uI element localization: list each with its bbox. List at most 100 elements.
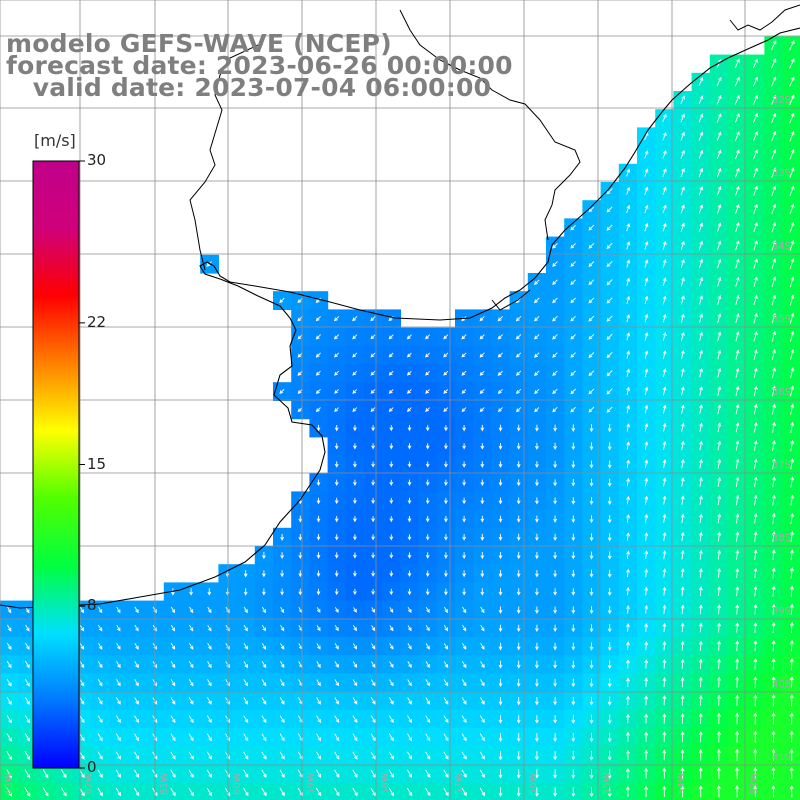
wind-arrow xyxy=(680,785,685,798)
wind-arrow xyxy=(644,222,649,232)
wind-arrow xyxy=(571,479,576,487)
wind-arrow xyxy=(680,549,685,560)
wind-arrow xyxy=(752,94,758,105)
wind-arrow xyxy=(425,606,430,614)
wind-arrow xyxy=(626,404,631,414)
wind-arrow xyxy=(170,733,176,742)
wind-arrow xyxy=(461,407,467,413)
wind-arrow xyxy=(698,749,703,761)
wind-arrow xyxy=(133,787,140,797)
latitude-label: 36S xyxy=(772,387,791,398)
wind-arrow xyxy=(680,440,685,451)
wind-arrow xyxy=(315,388,321,394)
colorbar-gradient xyxy=(32,160,80,769)
wind-arrow xyxy=(735,748,739,761)
longitude-label: 59W xyxy=(306,772,317,795)
wind-arrow xyxy=(680,694,685,706)
wind-arrow xyxy=(516,424,521,432)
wind-arrow xyxy=(243,588,248,596)
wind-arrow xyxy=(753,585,758,597)
wind-arrow xyxy=(771,567,776,579)
wind-arrow xyxy=(570,334,576,340)
wind-arrow xyxy=(98,624,103,632)
wind-arrow xyxy=(370,352,376,358)
wind-arrow xyxy=(316,424,321,432)
wind-arrow xyxy=(790,530,794,543)
wind-arrow xyxy=(316,679,321,687)
wind-arrow xyxy=(533,297,540,304)
wind-arrow xyxy=(425,370,430,376)
wind-arrow xyxy=(462,461,466,468)
wind-arrow xyxy=(553,442,557,450)
wind-arrow xyxy=(280,588,284,596)
wind-arrow xyxy=(334,643,339,650)
wind-arrow xyxy=(662,331,667,341)
wind-arrow xyxy=(389,625,394,632)
wind-arrow xyxy=(7,624,12,632)
wind-arrow xyxy=(333,316,340,322)
rio-de-la-plata-shore xyxy=(189,4,800,311)
wind-arrow xyxy=(316,661,321,669)
wind-arrow xyxy=(225,661,230,669)
wind-arrow xyxy=(79,660,85,669)
wind-arrow xyxy=(570,388,576,395)
wind-arrow xyxy=(771,112,777,124)
wind-arrow xyxy=(589,460,594,469)
wind-arrow xyxy=(535,515,539,523)
wind-arrow xyxy=(353,625,357,632)
wind-arrow xyxy=(79,769,85,779)
wind-arrow xyxy=(735,458,740,469)
wind-arrow xyxy=(662,277,667,287)
wind-arrow xyxy=(753,494,758,506)
wind-arrow xyxy=(552,243,558,249)
wind-arrow xyxy=(535,787,539,797)
wind-arrow xyxy=(626,223,631,232)
wind-arrow xyxy=(753,603,758,615)
wind-arrow xyxy=(644,368,649,378)
wind-arrow xyxy=(115,769,121,778)
wind-arrow xyxy=(479,787,485,797)
wind-arrow xyxy=(370,787,376,797)
wind-arrow xyxy=(389,425,394,432)
wind-arrow xyxy=(644,604,649,614)
wind-arrow xyxy=(771,94,777,105)
wind-arrow xyxy=(188,751,194,760)
wind-arrow xyxy=(6,787,13,797)
wind-arrow xyxy=(662,749,667,761)
wind-arrow xyxy=(626,532,631,541)
wind-arrow xyxy=(589,442,594,451)
wind-arrow xyxy=(589,624,594,633)
wind-arrow xyxy=(134,661,139,669)
wind-arrow xyxy=(188,787,194,797)
wind-arrow xyxy=(461,661,467,669)
wind-arrow xyxy=(789,203,795,215)
wind-arrow xyxy=(717,640,722,651)
wind-arrow xyxy=(734,167,740,178)
wind-arrow xyxy=(644,659,649,669)
wind-arrow xyxy=(116,679,121,687)
wind-arrow xyxy=(644,150,649,159)
wind-arrow xyxy=(606,224,613,231)
wind-arrow xyxy=(662,131,667,141)
wind-arrow xyxy=(607,496,612,506)
wind-arrow xyxy=(480,661,485,669)
wind-arrow xyxy=(606,279,613,286)
wind-arrow xyxy=(352,769,358,778)
wind-arrow xyxy=(225,697,230,705)
wind-arrow xyxy=(771,730,776,743)
wind-arrow xyxy=(589,769,594,779)
wind-arrow xyxy=(626,313,631,323)
wind-arrow xyxy=(644,622,649,632)
wind-arrow xyxy=(389,588,394,596)
wind-arrow xyxy=(771,494,776,506)
wind-arrow xyxy=(790,421,795,433)
wind-arrow xyxy=(717,422,722,433)
wind-arrow xyxy=(698,658,703,670)
wind-arrow xyxy=(698,222,704,232)
wind-arrow xyxy=(789,221,795,233)
colorbar xyxy=(32,160,85,769)
wind-arrow xyxy=(480,443,485,450)
wind-arrow xyxy=(298,515,303,523)
wind-arrow xyxy=(516,769,521,779)
